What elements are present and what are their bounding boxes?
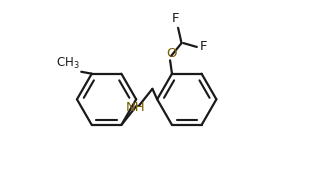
Text: F: F: [172, 12, 180, 25]
Text: F: F: [200, 40, 207, 53]
Text: NH: NH: [125, 101, 145, 114]
Text: O: O: [166, 47, 176, 60]
Text: CH$_3$: CH$_3$: [56, 56, 80, 71]
